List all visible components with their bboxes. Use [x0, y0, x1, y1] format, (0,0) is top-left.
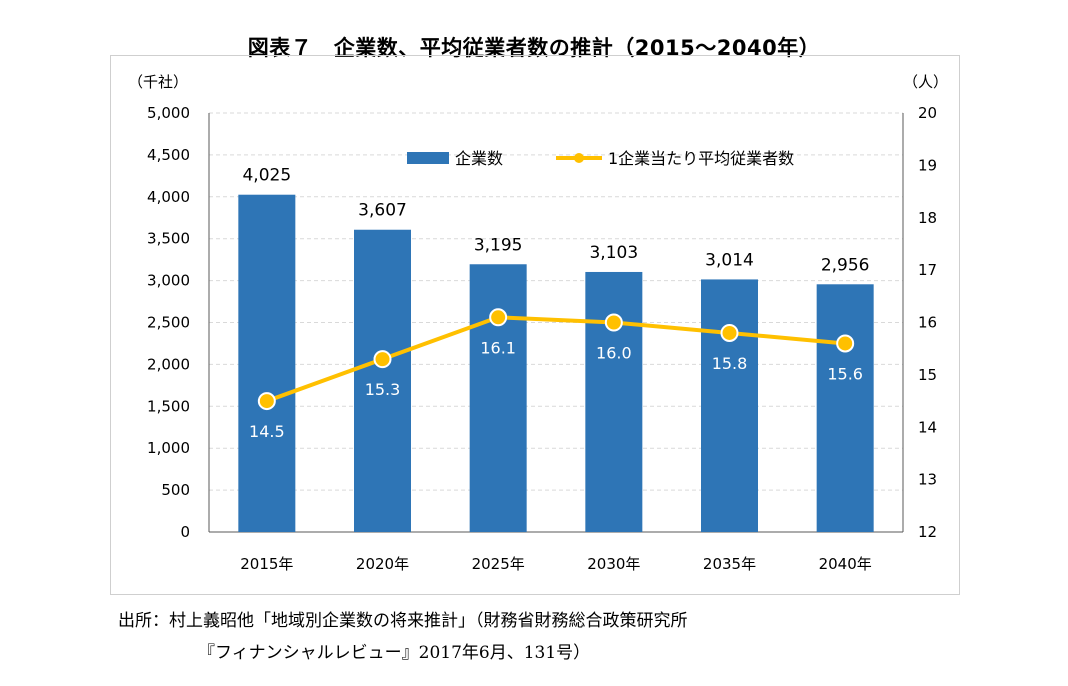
x-tick-label: 2040年 [819, 555, 872, 573]
y-right-tick-label: 19 [918, 156, 937, 174]
legend-marker-line [574, 153, 584, 163]
line-value-label: 14.5 [249, 422, 285, 441]
y-right-tick-label: 17 [918, 261, 937, 279]
y-left-unit: （千社） [128, 73, 188, 91]
y-left-tick-label: 1,000 [147, 439, 190, 457]
y-right-tick-label: 12 [918, 523, 937, 541]
line-point [604, 313, 623, 332]
legend-label-line: 1企業当たり平均従業者数 [608, 149, 794, 168]
y-right-tick-label: 16 [918, 314, 937, 332]
bar-value-label: 2,956 [821, 255, 870, 275]
line-point [373, 350, 392, 369]
bar [238, 194, 296, 532]
y-left-tick-label: 4,000 [147, 188, 190, 206]
line-point [489, 308, 508, 327]
bar [701, 279, 758, 532]
x-tick-label: 2015年 [240, 555, 293, 573]
chart: 0 500 1,000 1,500 2,000 2,500 3,000 3,500 4,000 4… [128, 73, 948, 573]
series-line [266, 315, 846, 403]
y-left-tick-label: 0 [180, 523, 190, 541]
y-left-tick-label: 3,500 [147, 230, 190, 248]
line-value-label: 16.1 [480, 338, 516, 357]
line-point [257, 392, 276, 411]
y-left-tick-label: 2,000 [147, 355, 190, 373]
y-left-tick-label: 3,000 [147, 272, 190, 290]
line-value-label: 15.3 [365, 380, 401, 399]
chart-title: 図表７ 企業数、平均従業者数の推計（2015～2040年） [247, 36, 821, 60]
y-right-tick-label: 13 [918, 471, 937, 489]
bar-value-label: 3,014 [705, 250, 754, 270]
bar [469, 264, 527, 532]
chart-frame [110, 55, 960, 595]
bar-value-label: 3,195 [474, 235, 523, 255]
x-tick-label: 2020年 [356, 555, 409, 573]
legend-label-bars: 企業数 [455, 149, 503, 168]
bar-value-label: 3,103 [589, 243, 638, 263]
y-left-tick-label: 2,500 [147, 314, 190, 332]
y-right-unit: （人） [903, 73, 948, 91]
x-tick-label: 2030年 [587, 555, 640, 573]
y-right-tick-label: 15 [918, 366, 937, 384]
y-right-tick-label: 20 [918, 104, 937, 122]
y-left-tick-label: 4,500 [147, 146, 190, 164]
bar-value-label: 3,607 [358, 201, 407, 221]
line-point [720, 323, 739, 342]
y-right-tick-label: 18 [918, 209, 937, 227]
line-point [836, 334, 855, 353]
bar [585, 271, 643, 532]
bar [816, 284, 874, 532]
line-value-label: 15.6 [827, 364, 863, 383]
x-tick-label: 2025年 [472, 555, 525, 573]
x-tick-label: 2035年 [703, 555, 756, 573]
y-left-tick-label: 1,500 [147, 397, 190, 415]
y-right-tick-label: 14 [918, 418, 937, 436]
y-left-tick-label: 5,000 [147, 104, 190, 122]
line-value-label: 15.8 [712, 354, 748, 373]
bar-value-label: 4,025 [242, 166, 291, 186]
source-note-line1: 出所：村上義昭他「地域別企業数の将来推計」（財務省財務総合政策研究所 [118, 611, 688, 631]
line-value-label: 16.0 [596, 344, 632, 363]
y-left-tick-label: 500 [161, 481, 190, 499]
source-note-line2: 『フィナンシャルレビュー』2017年6月、131号） [198, 643, 591, 663]
bar [354, 229, 411, 532]
legend-swatch-bars [407, 152, 449, 164]
